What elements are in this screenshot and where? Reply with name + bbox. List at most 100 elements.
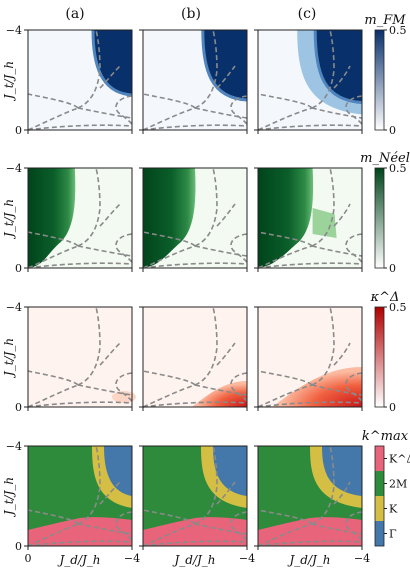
phase-boundary-line <box>257 245 313 269</box>
phase-boundary-line <box>194 384 248 396</box>
phase-boundary-line <box>194 107 248 119</box>
phase-boundary-line <box>311 523 363 535</box>
phase-boundary-line <box>115 511 133 541</box>
phase-boundary-line <box>194 167 218 247</box>
phase-boundary-line <box>27 107 79 131</box>
phase-boundary-line <box>333 481 351 505</box>
phase-boundary-line <box>194 445 218 525</box>
colorbar-title: κ^Δ <box>370 290 400 305</box>
y-tick-label: −4 <box>6 440 22 453</box>
phase-boundary-line <box>345 233 363 263</box>
panel-neel-1 <box>139 167 248 272</box>
kmax-Kdelta-region <box>143 517 247 546</box>
phase-boundary-line <box>311 445 335 525</box>
phase-boundary-line <box>142 509 196 525</box>
fm-region-edge <box>313 29 363 104</box>
phase-boundary-line <box>142 93 196 109</box>
phase-boundary-line <box>230 233 248 263</box>
phase-boundary-line <box>27 384 79 408</box>
phase-boundary-line <box>257 231 313 247</box>
category-swatch <box>375 521 384 546</box>
colorbar-tick-label: 0 <box>389 262 396 275</box>
phase-boundary-line <box>257 124 363 131</box>
y-tick-label: 0 <box>15 262 22 275</box>
column-header-c: (c) <box>298 6 317 22</box>
panel-neel-2 <box>254 167 363 272</box>
phase-boundary-line <box>77 167 101 247</box>
phase-boundary-line <box>142 401 248 408</box>
phase-boundary-line <box>257 509 313 525</box>
phase-boundary-line <box>27 262 133 269</box>
panel-kappa-0: −4 0 <box>6 301 136 414</box>
phase-boundary-line <box>142 231 196 247</box>
phase-boundary-line <box>27 370 79 386</box>
phase-boundary-line <box>77 306 101 386</box>
phase-boundary-line <box>142 124 248 131</box>
colorbar <box>374 29 385 131</box>
x-tick-label: −4 <box>354 552 370 565</box>
panel-grid: −40−40−40−400 −4 −4 −4 <box>6 24 370 565</box>
panel-frame <box>142 445 248 547</box>
colorbar-tick-label: 0.5 <box>389 301 407 314</box>
phase-boundary-line <box>77 107 133 119</box>
phase-boundary-line <box>216 342 236 366</box>
phase-boundary-line <box>27 245 79 269</box>
phase-boundary-line <box>216 65 236 89</box>
phase-boundary-line <box>99 203 121 227</box>
column-header-b: (b) <box>181 6 201 22</box>
phase-boundary-line <box>311 306 335 386</box>
category-swatch <box>375 471 384 496</box>
kmax-Gamma-region <box>104 446 132 496</box>
colorbar <box>374 167 385 269</box>
neel-ordered-region <box>28 168 76 268</box>
phase-boundary-line <box>257 540 363 547</box>
phase-boundary-line <box>257 523 313 547</box>
phase-boundary-line <box>115 95 133 125</box>
kmax-Kdelta-region <box>258 517 362 546</box>
panel-frame <box>27 29 133 131</box>
phase-boundary-line <box>27 401 133 408</box>
phase-boundary-line <box>311 245 363 257</box>
kmax-Kdelta-region <box>28 517 132 546</box>
fm-ordered-region <box>93 30 132 95</box>
phase-boundary-line <box>257 384 313 408</box>
phase-boundary-line <box>311 384 363 396</box>
phase-boundary-line <box>333 342 351 366</box>
panel-kmax-0: −4 00 −4 <box>6 440 140 565</box>
panel-kappa-1 <box>139 306 248 411</box>
panel-fm-2 <box>254 29 363 134</box>
phase-boundary-line <box>345 372 363 402</box>
phase-boundary-line <box>115 372 133 402</box>
panel-neel-0: −4 0 <box>6 162 133 275</box>
colorbar-title: m_Néel <box>360 151 410 166</box>
neel-partial-region <box>312 208 337 238</box>
kappa-gap-region <box>272 367 362 407</box>
y-axis-label: J_t/J_h <box>2 199 16 240</box>
x-tick-label: −4 <box>124 552 140 565</box>
phase-boundary-line <box>99 481 121 505</box>
phase-boundary-line <box>311 167 335 247</box>
phase-boundary-line <box>194 523 248 535</box>
panel-frame <box>27 167 133 269</box>
colorbar-tick-label: 0.5 <box>389 24 407 37</box>
phase-boundary-line <box>311 29 335 109</box>
phase-boundary-line <box>345 511 363 541</box>
panel-frame <box>27 306 133 408</box>
category-label: K <box>389 503 398 516</box>
phase-boundary-line <box>333 65 351 89</box>
colorbar-tick-label: 0 <box>389 124 396 137</box>
y-tick-label: 0 <box>15 401 22 414</box>
phase-boundary-line <box>142 107 196 131</box>
panel-frame <box>142 29 248 131</box>
y-tick-label: 0 <box>15 124 22 137</box>
y-tick-label: −4 <box>6 162 22 175</box>
phase-boundary-line <box>230 511 248 541</box>
fm-region-edge <box>91 29 133 97</box>
panel-frame <box>142 167 248 269</box>
phase-boundary-line <box>77 384 133 396</box>
y-tick-label: 0 <box>15 540 22 553</box>
panel-kmax-2: −4 <box>254 445 370 565</box>
panel-frame <box>257 306 363 408</box>
